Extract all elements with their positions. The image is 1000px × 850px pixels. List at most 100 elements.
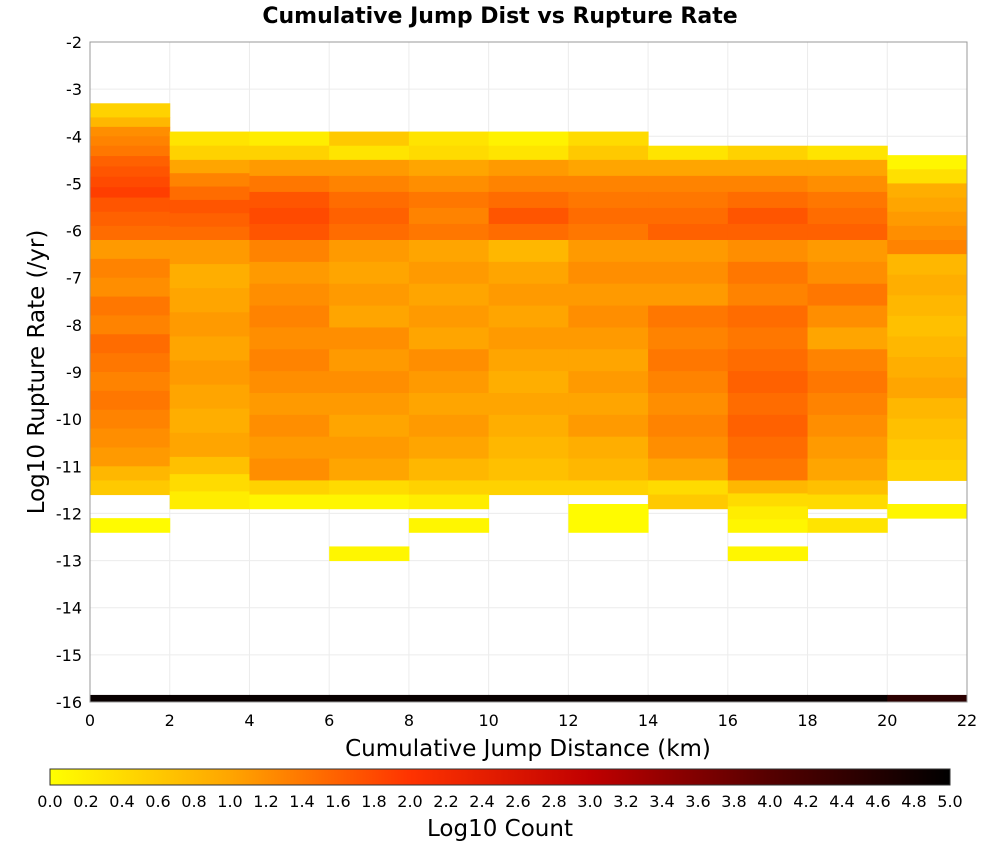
heatmap-cell <box>249 349 330 372</box>
heatmap-cell <box>568 175 649 193</box>
heatmap-cell <box>568 327 649 350</box>
colorbar-tick-label: 2.0 <box>397 792 422 811</box>
heatmap-cell <box>408 261 490 285</box>
heatmap-cell <box>408 349 490 372</box>
y-tick-label: -5 <box>66 174 82 193</box>
heatmap-cell <box>90 334 171 354</box>
heatmap-cell <box>90 166 171 178</box>
heatmap-cell <box>807 175 888 193</box>
heatmap-cell <box>90 428 171 448</box>
heatmap-cell <box>169 432 250 458</box>
heatmap-cell <box>90 258 171 279</box>
y-tick-labels: -2 -3 -4 -5 -6 -7 -8 -9 -10 -11 -12 -13 -14 -15 -16 <box>56 33 82 712</box>
y-tick-label: -2 <box>66 33 82 52</box>
heatmap-cell <box>648 223 729 241</box>
colorbar-tick-label: 3.4 <box>649 792 674 811</box>
colorbar-tick-label: 1.6 <box>325 792 350 811</box>
heatmap-cell <box>727 458 809 481</box>
heatmap-cell <box>408 131 490 147</box>
colorbar <box>49 768 951 786</box>
heatmap-cell <box>169 474 250 492</box>
heatmap-cell <box>568 261 649 285</box>
heatmap-cell <box>727 283 809 307</box>
y-tick-label: -14 <box>56 599 82 618</box>
heatmap-cell <box>887 336 968 358</box>
heatmap-cell <box>887 504 968 519</box>
heatmap-cell <box>568 240 649 263</box>
heatmap-cell <box>807 393 888 416</box>
heatmap-cell <box>90 315 171 335</box>
heatmap-cell <box>169 456 250 475</box>
heatmap-cell <box>648 240 729 263</box>
heatmap-cell <box>887 197 968 213</box>
heatmap-cells <box>90 103 968 702</box>
heatmap-cell <box>408 240 490 263</box>
heatmap-cell <box>568 349 649 372</box>
heatmap-cell <box>568 694 649 702</box>
heatmap-cell <box>648 414 729 438</box>
heatmap-cell <box>329 175 410 193</box>
y-tick-label: -16 <box>56 693 82 712</box>
heatmap-cell <box>488 349 569 372</box>
x-tick-label: 10 <box>478 711 498 730</box>
heatmap-cell <box>90 277 171 298</box>
heatmap-cell <box>249 694 330 702</box>
heatmap-cell <box>408 159 490 177</box>
heatmap-cell <box>408 436 490 460</box>
colorbar-tick-label: 1.8 <box>361 792 386 811</box>
heatmap-cell <box>727 393 809 416</box>
heatmap-cell <box>408 145 490 161</box>
heatmap-cell <box>169 159 250 174</box>
heatmap-cell <box>648 283 729 307</box>
y-tick-label: -3 <box>66 80 82 99</box>
colorbar-tick-label: 0.4 <box>109 792 134 811</box>
heatmap-cell <box>249 261 330 285</box>
heatmap-cell <box>727 694 809 702</box>
heatmap-cell <box>408 480 490 496</box>
heatmap-cell <box>90 126 171 137</box>
heatmap-cell <box>329 145 410 161</box>
heatmap-cell <box>727 506 809 520</box>
heatmap-cell <box>488 131 569 147</box>
heatmap-cell <box>488 458 569 481</box>
heatmap-cell <box>249 131 330 147</box>
heatmap-cell <box>408 207 490 225</box>
heatmap-cell <box>568 480 649 496</box>
heatmap-cell <box>887 211 968 227</box>
heatmap-cell <box>727 159 809 177</box>
heatmap-cell <box>249 480 330 496</box>
heatmap-cell <box>727 145 809 161</box>
colorbar-tick-label: 5.0 <box>937 792 962 811</box>
heatmap-cell <box>90 156 171 167</box>
heatmap-cell <box>329 191 410 209</box>
heatmap-cell <box>249 207 330 225</box>
heatmap-cell <box>249 240 330 263</box>
heatmap-cell <box>90 225 171 241</box>
heatmap-cell <box>887 155 968 170</box>
heatmap-cell <box>648 494 729 510</box>
heatmap-cell <box>807 518 888 533</box>
heatmap-cell <box>249 494 330 510</box>
heatmap-cell <box>90 390 171 411</box>
chart-title: Cumulative Jump Dist vs Rupture Rate <box>262 4 737 29</box>
heatmap-cell <box>329 159 410 177</box>
heatmap-cell <box>807 436 888 460</box>
heatmap-cell <box>488 393 569 416</box>
x-tick-label: 22 <box>957 711 977 730</box>
heatmap-cell <box>807 694 888 702</box>
heatmap-cell <box>727 480 809 494</box>
heatmap-cell <box>408 191 490 209</box>
heatmap-cell <box>727 414 809 438</box>
heatmap-cell <box>169 288 250 313</box>
heatmap-cell <box>249 175 330 193</box>
colorbar-tick-labels: 0.0 0.2 0.4 0.6 0.8 1.0 1.2 1.4 1.6 1.8 2.0 2.2 2.4 2… <box>37 792 962 811</box>
heatmap-cell <box>807 480 888 496</box>
y-axis-label: Log10 Rupture Rate (/yr) <box>24 230 50 515</box>
heatmap-cell <box>887 274 968 296</box>
y-tick-label: -11 <box>56 457 82 476</box>
heatmap-cell <box>90 240 171 260</box>
heatmap-cell <box>727 519 809 533</box>
heatmap-cell <box>408 371 490 394</box>
heatmap-cell <box>648 327 729 350</box>
heatmap-cell <box>329 207 410 225</box>
